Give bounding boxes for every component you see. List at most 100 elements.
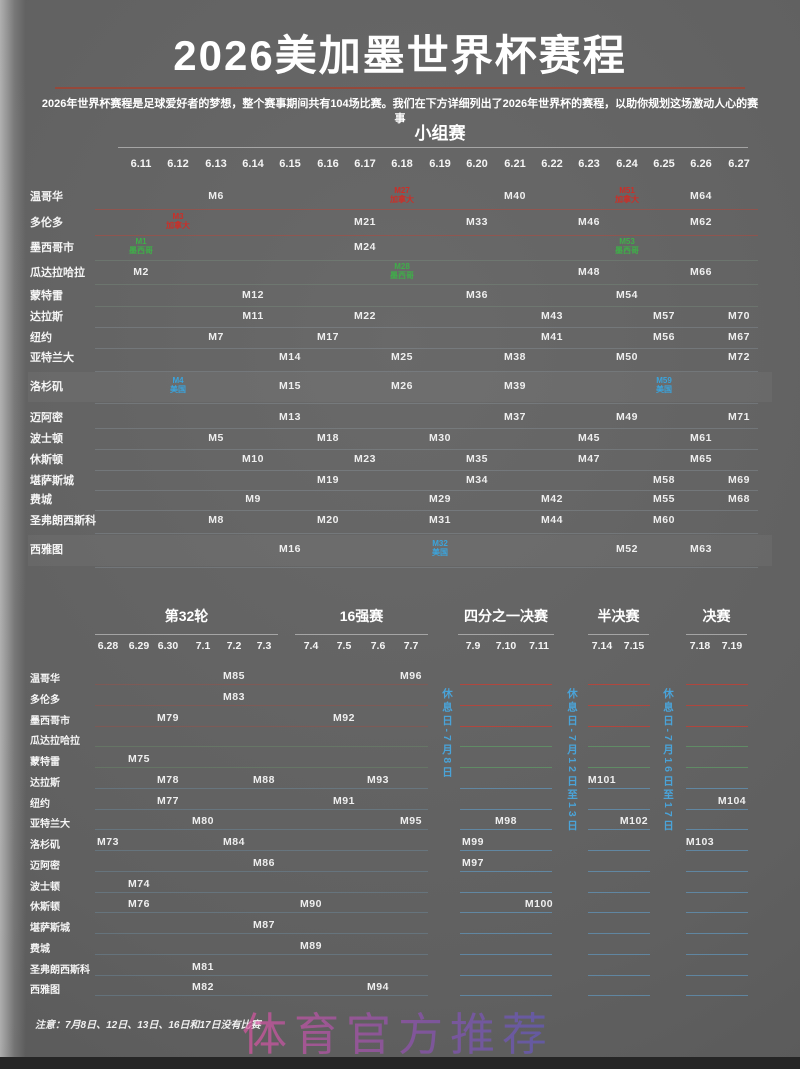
match-marker: M41 — [541, 331, 563, 343]
city-label: 墨西哥市 — [30, 242, 74, 254]
team-match-marker: M51 加拿大 — [615, 186, 639, 204]
city-label: 蒙特雷 — [30, 290, 63, 302]
match-marker: M81 — [192, 961, 214, 973]
row-separator — [95, 995, 428, 996]
match-marker: M43 — [541, 310, 563, 322]
bracket-line — [460, 850, 552, 851]
match-marker: M6 — [208, 190, 224, 202]
bracket-line — [588, 829, 650, 830]
row-separator — [95, 306, 758, 307]
row-separator — [95, 933, 428, 934]
date-label: 7.14 — [591, 640, 613, 652]
match-marker: M16 — [279, 543, 301, 555]
bracket-line — [588, 954, 650, 955]
bracket-line — [686, 705, 748, 706]
stage-underline — [295, 634, 428, 635]
match-marker: M36 — [466, 289, 488, 301]
date-label: 6.15 — [279, 158, 301, 170]
match-marker: M84 — [223, 836, 245, 848]
city-label: 堪萨斯城 — [30, 475, 74, 487]
date-label: 6.21 — [504, 158, 526, 170]
match-marker: M73 — [97, 836, 119, 848]
row-separator — [95, 260, 758, 261]
bracket-line — [460, 954, 552, 955]
stage-underline — [458, 634, 554, 635]
match-marker: M39 — [504, 380, 526, 392]
team-match-marker: M3 加拿大 — [166, 212, 190, 230]
bracket-line — [588, 912, 650, 913]
row-separator — [95, 892, 428, 893]
row-band — [28, 372, 772, 402]
match-marker: M13 — [279, 411, 301, 423]
city-label: 亚特兰大 — [30, 819, 70, 830]
match-marker: M93 — [367, 774, 389, 786]
city-label: 圣弗朗西斯科 — [30, 515, 96, 527]
bracket-line — [686, 995, 748, 996]
date-label: 6.23 — [578, 158, 600, 170]
match-marker: M103 — [685, 836, 715, 848]
bracket-line — [686, 933, 748, 934]
city-label: 瓜达拉哈拉 — [30, 267, 85, 279]
date-label: 7.6 — [370, 640, 386, 652]
row-separator — [95, 705, 428, 706]
team-match-marker: M4 美国 — [170, 376, 186, 394]
match-marker: M25 — [391, 351, 413, 363]
match-marker: M98 — [495, 815, 517, 827]
bracket-line — [460, 746, 552, 747]
date-label: 6.30 — [157, 640, 179, 652]
match-marker: M91 — [333, 795, 355, 807]
match-marker: M23 — [354, 453, 376, 465]
row-separator — [95, 912, 428, 913]
date-label: 6.29 — [128, 640, 150, 652]
row-separator — [95, 235, 758, 236]
match-marker: M76 — [128, 898, 150, 910]
bracket-line — [460, 892, 552, 893]
date-label: 7.3 — [256, 640, 272, 652]
city-label: 纽约 — [30, 799, 50, 810]
bracket-line — [588, 767, 650, 768]
city-label: 纽约 — [30, 332, 52, 344]
bracket-line — [686, 726, 748, 727]
match-marker: M61 — [690, 432, 712, 444]
row-separator — [95, 850, 428, 851]
date-label: 6.28 — [97, 640, 119, 652]
match-marker: M75 — [128, 753, 150, 765]
footer-note: 注意：7月8日、12日、13日、16日和17日没有比赛 — [35, 1020, 261, 1031]
bracket-line — [460, 912, 552, 913]
city-label: 洛杉矶 — [30, 840, 60, 851]
bracket-line — [686, 788, 748, 789]
stage-header: 半决赛 — [597, 608, 640, 624]
date-label: 7.15 — [623, 640, 645, 652]
match-marker: M69 — [728, 474, 750, 486]
match-marker: M10 — [242, 453, 264, 465]
row-separator — [95, 788, 428, 789]
date-label: 6.27 — [728, 158, 750, 170]
match-marker: M14 — [279, 351, 301, 363]
bottom-edge-bar — [0, 1057, 800, 1069]
bracket-line — [686, 954, 748, 955]
match-marker: M48 — [578, 266, 600, 278]
match-marker: M74 — [128, 878, 150, 890]
match-marker: M49 — [616, 411, 638, 423]
match-marker: M87 — [253, 919, 275, 931]
bracket-line — [460, 995, 552, 996]
bracket-line — [588, 850, 650, 851]
match-marker: M15 — [279, 380, 301, 392]
match-marker: M94 — [367, 981, 389, 993]
bracket-line — [686, 871, 748, 872]
match-marker: M104 — [717, 795, 747, 807]
match-marker: M12 — [242, 289, 264, 301]
match-marker: M63 — [690, 543, 712, 555]
bracket-line — [686, 892, 748, 893]
rest-day-label: 休息日-7月16日至17日 — [662, 688, 674, 834]
row-separator — [95, 348, 758, 349]
city-label: 达拉斯 — [30, 311, 63, 323]
match-marker: M89 — [300, 940, 322, 952]
bracket-line — [686, 850, 748, 851]
bracket-line — [588, 788, 650, 789]
row-separator — [95, 533, 758, 534]
stage-underline — [118, 147, 748, 148]
match-marker: M79 — [157, 712, 179, 724]
match-marker: M40 — [504, 190, 526, 202]
bracket-line — [588, 809, 650, 810]
